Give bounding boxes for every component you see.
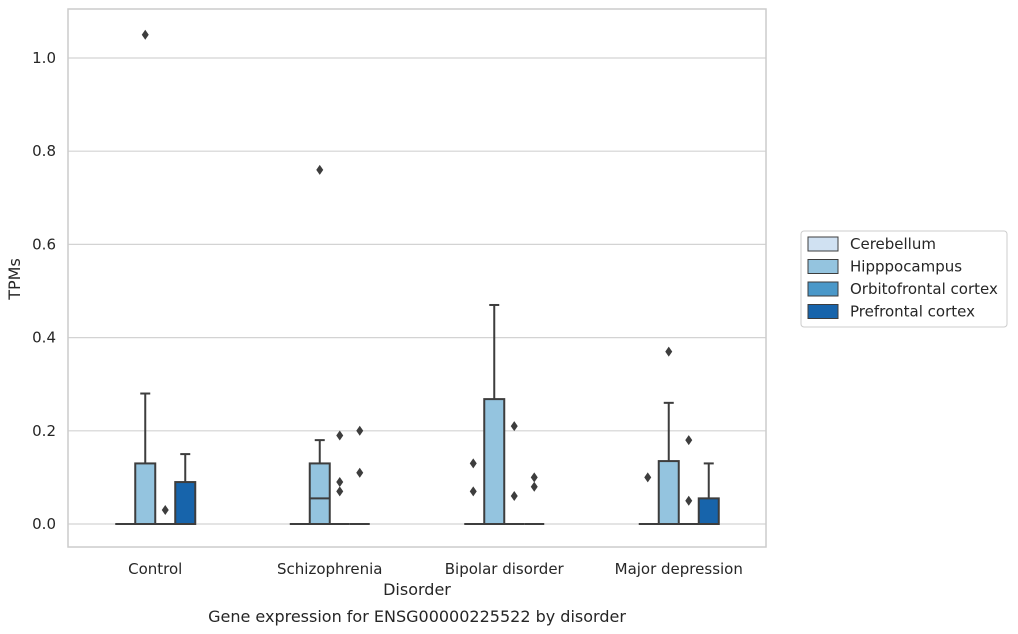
outlier-point xyxy=(510,491,518,502)
legend-swatch xyxy=(807,259,839,274)
outlier-point xyxy=(336,486,344,497)
legend-label: Hipppocampus xyxy=(850,258,962,276)
chart-caption: Gene expression for ENSG00000225522 by d… xyxy=(208,607,626,626)
x-tick-label: Control xyxy=(128,560,182,578)
outlier-point xyxy=(336,430,344,441)
legend-swatch xyxy=(807,281,839,297)
extra-outliers xyxy=(469,458,652,497)
outlier-point xyxy=(316,164,324,175)
series-prefrontal-cortex xyxy=(174,425,720,525)
x-tick-label: Bipolar disorder xyxy=(445,560,565,578)
outlier-point xyxy=(469,486,477,497)
legend-label: Cerebellum xyxy=(850,235,936,253)
y-tick-label: 0.0 xyxy=(32,515,56,533)
x-tick-label: Schizophrenia xyxy=(277,560,382,578)
legend-frame xyxy=(800,230,1008,328)
legend: Cerebellum Hipppocampus Orbitofrontal cort… xyxy=(800,230,1008,328)
outlier-point xyxy=(510,421,518,432)
box xyxy=(697,497,720,525)
outlier-point xyxy=(530,481,538,492)
x-tick-label: Major depression xyxy=(615,560,743,578)
outlier-point xyxy=(469,458,477,469)
y-tick-label: 1.0 xyxy=(32,49,56,67)
legend-label: Orbitofrontal cortex xyxy=(850,280,998,298)
legend-swatch xyxy=(807,236,839,252)
outlier-point xyxy=(141,29,149,40)
outlier-point xyxy=(685,435,693,446)
outlier-point xyxy=(685,495,693,506)
legend-label: Prefrontal cortex xyxy=(850,303,975,321)
x-axis-title: Disorder xyxy=(383,580,451,599)
outlier-point xyxy=(161,505,169,516)
y-axis-ticks: 0.0 0.2 0.4 0.6 0.8 1.0 xyxy=(32,49,56,533)
box xyxy=(308,462,331,526)
y-tick-label: 0.6 xyxy=(32,235,56,253)
grid-lines xyxy=(68,57,766,525)
outlier-point xyxy=(336,477,344,488)
x-axis-ticks: Control Schizophrenia Bipolar disorder Majo… xyxy=(128,560,743,578)
outlier-point xyxy=(356,425,364,436)
box xyxy=(483,398,506,525)
y-axis-title: TPMs xyxy=(5,258,24,301)
box xyxy=(134,462,157,526)
box-series xyxy=(115,29,720,526)
outlier-point xyxy=(356,467,364,478)
y-tick-label: 0.4 xyxy=(32,329,56,347)
outlier-point xyxy=(530,472,538,483)
y-tick-label: 0.8 xyxy=(32,142,56,160)
legend-swatch xyxy=(807,304,839,319)
box xyxy=(657,460,680,525)
y-tick-label: 0.2 xyxy=(32,422,56,440)
outlier-point xyxy=(665,346,673,357)
series-hipppocampus xyxy=(134,29,680,526)
plot-frame xyxy=(67,8,767,548)
outlier-point xyxy=(644,472,652,483)
box xyxy=(174,481,197,525)
series-orbitofrontal-cortex xyxy=(155,421,699,525)
